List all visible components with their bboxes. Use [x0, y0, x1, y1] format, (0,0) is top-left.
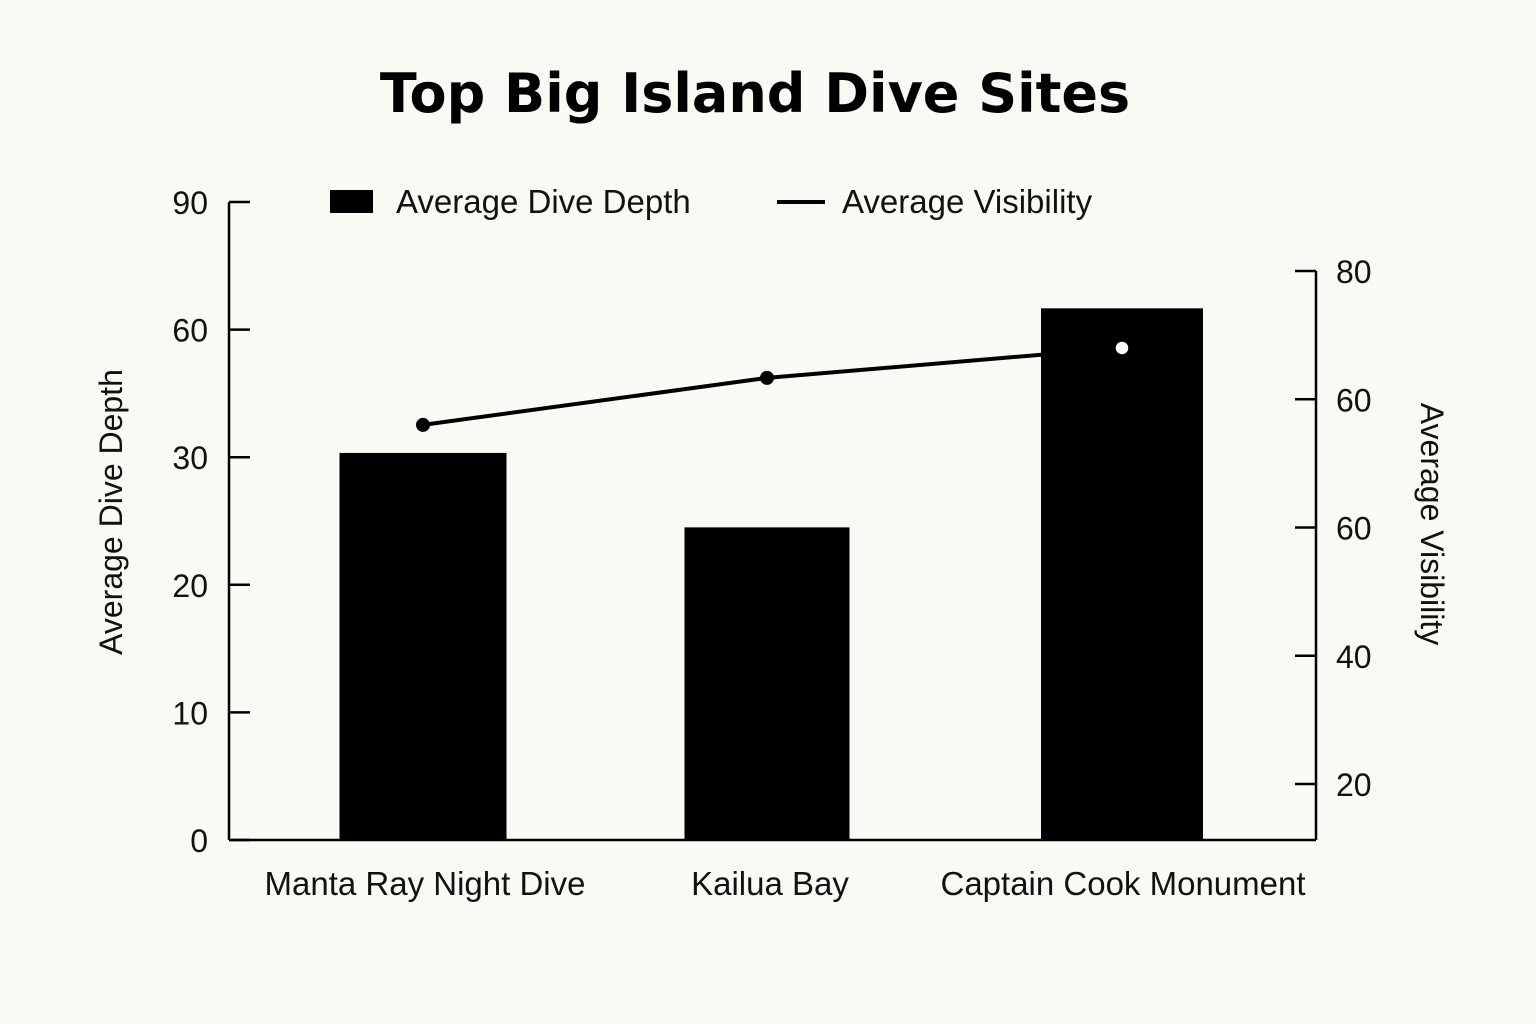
left-tick-label: 30 [172, 440, 208, 476]
left-axis-ticks: 0 10 20 30 60 90 [172, 185, 250, 859]
legend-swatch-average-dive-depth [330, 190, 373, 213]
category-label-manta-ray-night-dive: Manta Ray Night Dive [265, 865, 586, 902]
right-axis-ticks: 20 40 60 60 80 [1295, 254, 1372, 803]
category-labels: Manta Ray Night Dive Kailua Bay Captain Co… [265, 865, 1306, 902]
bar-manta-ray-night-dive [339, 452, 507, 840]
y-axis-label: Average Dive Depth [93, 369, 129, 655]
left-tick-label: 90 [172, 185, 208, 221]
visibility-line [422, 345, 1123, 427]
y2-axis-label: Average Visibility [1414, 403, 1450, 646]
left-tick-label: 60 [172, 313, 208, 349]
right-tick-label: 20 [1336, 767, 1372, 803]
legend: Average Dive Depth Average Visibility [330, 183, 1093, 220]
left-tick-label: 0 [190, 823, 208, 859]
line-series [416, 340, 1130, 432]
bar-series [339, 308, 1203, 840]
visibility-point-captain-cook-monument [1114, 340, 1130, 356]
bar-captain-cook-monument [1041, 308, 1203, 840]
category-label-kailua-bay: Kailua Bay [691, 865, 849, 902]
chart-title: Top Big Island Dive Sites [380, 62, 1130, 125]
legend-label-average-visibility: Average Visibility [842, 183, 1093, 220]
category-label-captain-cook-monument: Captain Cook Monument [940, 865, 1305, 902]
right-tick-label: 40 [1336, 639, 1372, 675]
bar-kailua-bay [684, 527, 850, 840]
right-tick-label: 80 [1336, 254, 1372, 290]
visibility-point-kailua-bay [760, 370, 774, 385]
right-tick-label: 60 [1336, 382, 1372, 418]
right-tick-label: 60 [1336, 511, 1372, 547]
left-tick-label: 10 [172, 695, 208, 731]
left-tick-label: 20 [172, 568, 208, 604]
visibility-point-manta-ray-night-dive [416, 417, 430, 432]
legend-label-average-dive-depth: Average Dive Depth [396, 183, 691, 220]
